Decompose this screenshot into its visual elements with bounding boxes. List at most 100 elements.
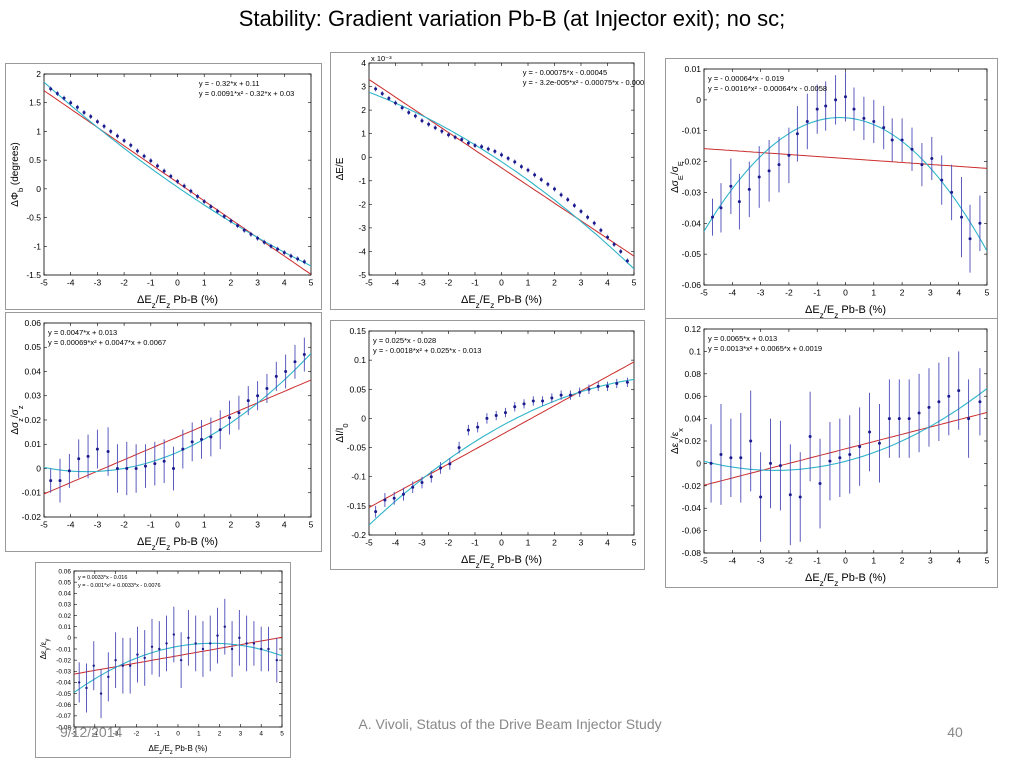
fit-equation: y = - 0.32*x + 0.11 <box>199 79 260 88</box>
x-tick-label: -2 <box>785 556 793 566</box>
data-point <box>284 370 288 373</box>
data-point <box>500 153 503 157</box>
x-axis-label: ΔEz/Ez Pb-B (%) <box>149 744 208 756</box>
chart-current: -5 -4 -3 -2 -1 0 1 2 3 4 5 -0.2 -0.15 -0.1 -0.05 0 0.05 0… <box>335 326 637 569</box>
data-point <box>522 402 526 406</box>
data-point <box>216 209 220 213</box>
data-point <box>246 399 250 403</box>
y-tick-label: 0.05 <box>349 384 366 394</box>
y-tick-label: 0 <box>696 95 701 105</box>
y-tick-label: 2 <box>36 69 41 79</box>
data-point <box>149 159 153 163</box>
y-tick-label: -0.05 <box>682 249 702 259</box>
x-tick-label: 4 <box>605 278 610 288</box>
data-point <box>58 479 62 483</box>
data-point <box>293 360 297 364</box>
y-tick-label: 0 <box>361 413 366 423</box>
y-tick-label: 0.05 <box>24 342 41 352</box>
y-tick-label: 0.1 <box>689 346 701 356</box>
y-tick-label: 0.5 <box>29 155 41 165</box>
data-point <box>296 257 300 261</box>
data-point <box>142 154 146 158</box>
y-tick-label: 0 <box>696 458 701 468</box>
data-point <box>155 164 159 168</box>
quadratic-fit-line <box>44 81 311 267</box>
data-point <box>578 390 582 394</box>
data-point <box>209 642 212 645</box>
plot-area <box>43 322 312 518</box>
y-axis-label: ΔΦb (degrees) <box>10 142 25 206</box>
data-point <box>805 119 809 123</box>
plot-content <box>369 361 634 526</box>
y-tick-label: 0.12 <box>684 324 701 334</box>
y-tick-label: -0.07 <box>56 713 71 720</box>
data-point <box>729 184 733 188</box>
data-point <box>238 636 241 640</box>
y-tick-label: 0.01 <box>684 64 701 74</box>
data-point <box>539 178 543 182</box>
data-point <box>49 479 53 483</box>
data-point <box>95 447 99 451</box>
data-point <box>67 469 71 473</box>
x-tick-label: 3 <box>255 278 260 288</box>
data-point <box>486 147 490 151</box>
data-point <box>176 179 179 183</box>
y-tick-label: -5 <box>358 270 366 280</box>
data-point <box>834 98 838 102</box>
data-point <box>848 452 852 456</box>
x-tick-label: -2 <box>445 278 453 288</box>
x-tick-label: 3 <box>579 278 584 288</box>
fit-equation: y = 0.0091*x² - 0.32*x + 0.03 <box>199 89 294 98</box>
data-point <box>550 396 554 400</box>
data-point <box>862 116 866 120</box>
data-point <box>55 92 59 96</box>
data-point <box>172 633 176 636</box>
x-tick-label: -5 <box>700 288 708 298</box>
x-tick-label: -4 <box>392 278 400 288</box>
data-point <box>289 254 293 258</box>
data-point <box>531 399 535 403</box>
footer-date: 9/12/2014 <box>60 724 123 740</box>
data-point <box>503 411 507 415</box>
data-point <box>242 228 246 232</box>
quadratic-fit-line <box>704 388 987 471</box>
y-tick-label: -0.06 <box>682 526 702 536</box>
data-point <box>757 175 761 179</box>
y-tick-label: 1.5 <box>29 98 41 108</box>
data-point <box>978 400 982 404</box>
x-tick-label: 1 <box>202 278 207 288</box>
data-point <box>798 495 802 499</box>
data-point <box>526 168 530 172</box>
data-point <box>788 493 792 497</box>
data-point <box>115 134 119 138</box>
x-tick-label: 4 <box>282 278 287 288</box>
y-axis-label: ΔE/E <box>335 157 346 180</box>
data-point <box>165 642 168 645</box>
data-point <box>209 435 213 439</box>
data-point <box>135 149 139 153</box>
data-point <box>162 459 166 463</box>
chart-energy-spread: -5 -4 -3 -2 -1 0 1 2 3 4 5 -0.06 -0.05 -0.04 -0.03 -0.0… <box>670 64 990 319</box>
x-tick-label: 5 <box>280 731 284 738</box>
x-tick-label: 4 <box>956 556 961 566</box>
data-point <box>374 87 378 91</box>
fit-equation: y = - 3.2e-005*x² - 0.00075*x - 0.00019 <box>523 78 644 87</box>
data-point <box>194 642 197 645</box>
x-tick-label: -5 <box>71 731 77 738</box>
plot-area <box>43 73 312 276</box>
data-point <box>302 353 306 357</box>
fit-equation: y = 0.0065*x + 0.013 <box>708 334 777 343</box>
data-point <box>229 219 233 223</box>
x-tick-label: 1 <box>197 731 201 738</box>
data-point <box>380 92 384 96</box>
data-point <box>49 87 53 91</box>
data-point <box>615 381 619 385</box>
fit-equation: y = 0.025*x - 0.028 <box>373 336 436 345</box>
data-point <box>852 107 856 111</box>
data-point <box>260 647 263 651</box>
data-point <box>427 122 431 126</box>
data-point <box>134 467 138 470</box>
y-axis-label: Δσz/σz <box>10 405 25 435</box>
y-tick-label: -0.1 <box>351 472 366 482</box>
data-point <box>592 221 596 225</box>
